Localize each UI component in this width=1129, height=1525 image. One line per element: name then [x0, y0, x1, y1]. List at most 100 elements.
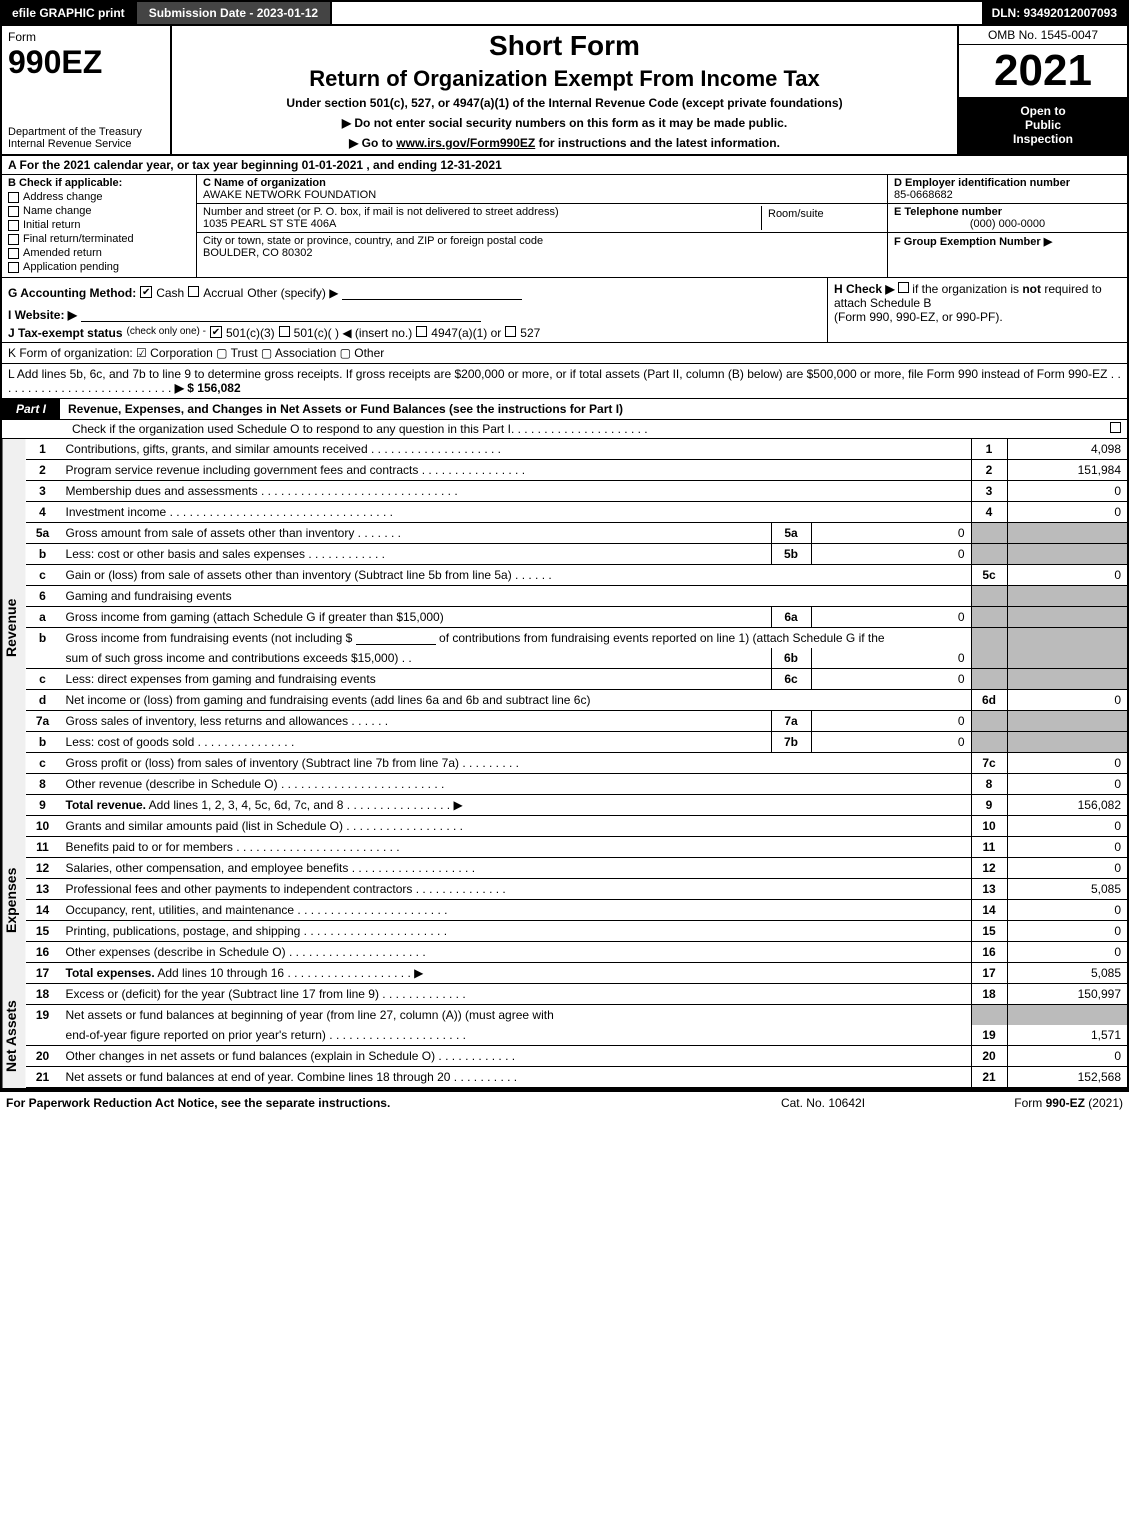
group-exemption-label: F Group Exemption Number ▶: [894, 235, 1121, 248]
dept-treasury: Department of the Treasury: [8, 126, 142, 138]
ein-label: D Employer identification number: [894, 177, 1121, 189]
paperwork-notice: For Paperwork Reduction Act Notice, see …: [6, 1096, 723, 1110]
cb-501c[interactable]: [279, 326, 290, 337]
expenses-section: Expenses 10Grants and similar amounts pa…: [0, 816, 1129, 984]
cb-527[interactable]: [505, 326, 516, 337]
line-6c: cLess: direct expenses from gaming and f…: [26, 669, 1127, 690]
dln-label: DLN: 93492012007093: [982, 2, 1127, 24]
efile-print-label: efile GRAPHIC print: [2, 2, 135, 24]
column-c-org-info: C Name of organization AWAKE NETWORK FOU…: [197, 175, 887, 277]
main-title: Return of Organization Exempt From Incom…: [180, 66, 949, 92]
org-name-label: C Name of organization: [203, 177, 881, 189]
line-19-cont: end-of-year figure reported on prior yea…: [26, 1025, 1127, 1046]
phone-label: E Telephone number: [894, 206, 1121, 218]
accounting-method-row: G Accounting Method: ✔ Cash Accrual Othe…: [8, 286, 821, 300]
line-9: 9Total revenue. Add lines 1, 2, 3, 4, 5c…: [26, 795, 1127, 816]
part-i-badge: Part I: [2, 399, 60, 419]
other-specify-blank[interactable]: [342, 286, 522, 300]
line-18: 18Excess or (deficit) for the year (Subt…: [26, 984, 1127, 1005]
line-20: 20Other changes in net assets or fund ba…: [26, 1046, 1127, 1067]
cb-4947[interactable]: [416, 326, 427, 337]
line-15: 15Printing, publications, postage, and s…: [26, 921, 1127, 942]
revenue-section: Revenue 1Contributions, gifts, grants, a…: [0, 439, 1129, 816]
column-b-checkboxes: B Check if applicable: Address change Na…: [2, 175, 197, 277]
line-10: 10Grants and similar amounts paid (list …: [26, 816, 1127, 837]
open-line2: Public: [963, 118, 1123, 132]
line-7c: cGross profit or (loss) from sales of in…: [26, 753, 1127, 774]
4947-label: 4947(a)(1) or: [431, 326, 501, 340]
street-row: Number and street (or P. O. box, if mail…: [197, 204, 887, 233]
info-grid: B Check if applicable: Address change Na…: [0, 175, 1129, 278]
line-3: 3Membership dues and assessments . . . .…: [26, 481, 1127, 502]
website-blank[interactable]: [81, 308, 481, 322]
line-6d: dNet income or (loss) from gaming and fu…: [26, 690, 1127, 711]
street-label: Number and street (or P. O. box, if mail…: [203, 206, 761, 218]
section-a-tax-year: A For the 2021 calendar year, or tax yea…: [0, 156, 1129, 175]
cb-label-initial: Initial return: [23, 219, 80, 231]
527-label: 527: [520, 326, 540, 340]
line-7a: 7aGross sales of inventory, less returns…: [26, 711, 1127, 732]
website-row: I Website: ▶: [8, 308, 821, 322]
l-amount: ▶ $ 156,082: [175, 381, 241, 395]
group-exemption-row: F Group Exemption Number ▶: [888, 233, 1127, 277]
line-21: 21Net assets or fund balances at end of …: [26, 1067, 1127, 1088]
cb-label-pending: Application pending: [23, 261, 119, 273]
city-value: BOULDER, CO 80302: [203, 247, 881, 259]
cb-cash-checked[interactable]: ✔: [140, 286, 152, 298]
header-center: Short Form Return of Organization Exempt…: [172, 26, 957, 154]
part-i-header: Part I Revenue, Expenses, and Changes in…: [0, 399, 1129, 420]
tax-exempt-row: J Tax-exempt status (check only one) - ✔…: [8, 326, 821, 340]
short-form-title: Short Form: [180, 30, 949, 62]
dept-irs: Internal Revenue Service: [8, 138, 132, 150]
instructions-link-row: ▶ Go to www.irs.gov/Form990EZ for instru…: [180, 136, 949, 150]
department-label: Department of the Treasury Internal Reve…: [8, 126, 164, 150]
cb-accrual[interactable]: [188, 286, 199, 297]
cb-initial-return[interactable]: Initial return: [8, 219, 190, 231]
revenue-side-label: Revenue: [2, 439, 26, 816]
form-number: 990EZ: [8, 44, 164, 81]
line-2: 2Program service revenue including gover…: [26, 460, 1127, 481]
line-6: 6Gaming and fundraising events: [26, 586, 1127, 607]
cb-h[interactable]: [898, 282, 909, 293]
form-header: Form 990EZ Department of the Treasury In…: [0, 26, 1129, 156]
cat-no: Cat. No. 10642I: [723, 1096, 923, 1110]
open-line1: Open to: [963, 104, 1123, 118]
g-left: G Accounting Method: ✔ Cash Accrual Othe…: [2, 278, 827, 342]
omb-number: OMB No. 1545-0047: [959, 26, 1127, 45]
accrual-label: Accrual: [203, 286, 243, 300]
h-section: H Check ▶ if the organization is not req…: [827, 278, 1127, 342]
header-right: OMB No. 1545-0047 2021 Open to Public In…: [957, 26, 1127, 154]
line-11: 11Benefits paid to or for members . . . …: [26, 837, 1127, 858]
cb-label-name: Name change: [23, 205, 92, 217]
line-19: 19Net assets or fund balances at beginni…: [26, 1005, 1127, 1026]
form-label: Form: [8, 30, 164, 44]
room-suite-label: Room/suite: [761, 206, 881, 230]
line-17: 17Total expenses. Add lines 10 through 1…: [26, 963, 1127, 984]
org-name-value: AWAKE NETWORK FOUNDATION: [203, 189, 881, 201]
city-row: City or town, state or province, country…: [197, 233, 887, 261]
cb-label-address: Address change: [23, 191, 103, 203]
irs-link[interactable]: www.irs.gov/Form990EZ: [396, 136, 535, 150]
cb-address-change[interactable]: Address change: [8, 191, 190, 203]
cb-name-change[interactable]: Name change: [8, 205, 190, 217]
h-label: H Check ▶: [834, 282, 895, 296]
cash-label: Cash: [156, 286, 184, 300]
cb-501c3-checked[interactable]: ✔: [210, 326, 222, 338]
line-14: 14Occupancy, rent, utilities, and mainte…: [26, 900, 1127, 921]
cb-label-amended: Amended return: [23, 247, 102, 259]
cb-final-return[interactable]: Final return/terminated: [8, 233, 190, 245]
line-12: 12Salaries, other compensation, and empl…: [26, 858, 1127, 879]
part-i-title: Revenue, Expenses, and Changes in Net As…: [60, 399, 1127, 419]
ssn-warning: ▶ Do not enter social security numbers o…: [180, 116, 949, 130]
ein-row: D Employer identification number 85-0668…: [888, 175, 1127, 204]
j-label: J Tax-exempt status: [8, 326, 123, 340]
phone-value: (000) 000-0000: [894, 218, 1121, 230]
cb-amended-return[interactable]: Amended return: [8, 247, 190, 259]
h-text2: (Form 990, 990-EZ, or 990-PF).: [834, 310, 1003, 324]
cb-application-pending[interactable]: Application pending: [8, 261, 190, 273]
501c-label: 501(c)( ) ◀ (insert no.): [294, 326, 413, 340]
org-name-row: C Name of organization AWAKE NETWORK FOU…: [197, 175, 887, 204]
line-16: 16Other expenses (describe in Schedule O…: [26, 942, 1127, 963]
cb-schedule-o[interactable]: [1110, 422, 1121, 433]
topbar-spacer: [332, 2, 981, 24]
